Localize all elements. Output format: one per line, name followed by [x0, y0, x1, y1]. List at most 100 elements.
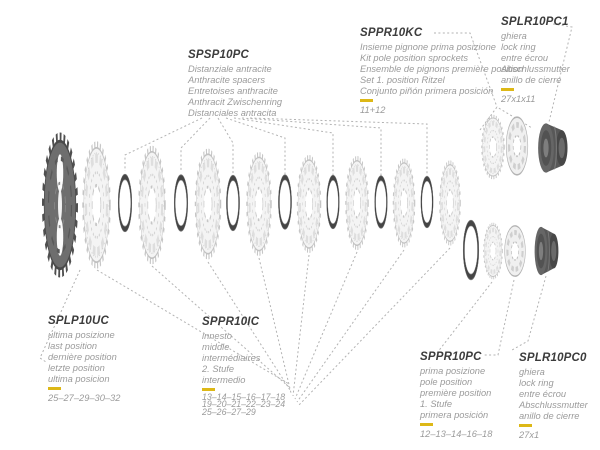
part-desc-en: last position [48, 340, 98, 351]
part-desc-fr: Ensemble de pignons première position [360, 63, 524, 74]
leader-middle-8 [298, 247, 451, 406]
highlight-underline [519, 424, 532, 427]
lock-ring-0 [534, 226, 559, 276]
part-sizes: 13–14–15–16–17–18 19–20–21–22–23–24 25–2… [202, 391, 286, 417]
sprocket-last-position [43, 137, 77, 273]
part-sizes: 27x1 [519, 429, 540, 440]
sprocket-middle-1 [83, 145, 110, 266]
part-desc-it: ghiera [519, 367, 545, 377]
label-splp10uc: SPLP10UC ultima posizione last position … [48, 315, 120, 403]
part-desc-es: anillo de cierre [501, 74, 562, 85]
sprocket-middle-5 [297, 158, 320, 251]
leader-middle-7 [296, 249, 405, 403]
leader-spacer-5 [233, 117, 334, 175]
spacer-ring-3 [226, 175, 239, 230]
part-code: SPPR10KC [360, 27, 423, 39]
part-code: SPLR10PC0 [519, 352, 587, 364]
part-desc-fr: dernière position [48, 351, 117, 362]
leader-middle-4 [258, 257, 292, 394]
part-desc-it: prima posizione [420, 366, 486, 376]
sprocket-middle-3 [195, 151, 220, 256]
part-desc-es: ultima posicion [48, 373, 110, 384]
sprocket-middle-7 [393, 161, 414, 246]
part-code: SPPR10PC [420, 351, 482, 363]
part-desc-it: Distanziale antracite [188, 64, 272, 74]
leader-spacer-1 [124, 117, 203, 171]
part-desc-it: innesto [202, 331, 232, 341]
highlight-underline [360, 99, 373, 102]
spacer-ring-7 [421, 176, 433, 227]
label-sppr10ic: SPPR10IC innesto middle intermédiaires 2… [202, 316, 285, 416]
part-desc-es: primera posición [420, 409, 489, 420]
part-desc-fr: entre écrou [501, 52, 549, 63]
part-desc-fr: première position [420, 387, 492, 398]
part-sizes: 11+12 [360, 104, 386, 115]
part-desc-it: Insieme pignone prima posizione [360, 42, 496, 52]
part-desc-en: Kit pole position sprockets [360, 52, 469, 63]
part-desc-de: Abschlussmutter [519, 399, 588, 410]
part-desc-es: intermedio [202, 374, 246, 385]
part-desc-de: 1. Stufe [420, 398, 453, 409]
spacer-ring-8 [463, 220, 479, 279]
part-desc-de: Set 1. position Ritzel [360, 74, 445, 85]
lock-ring-1 [537, 122, 569, 174]
leader-spacer-2 [180, 117, 211, 172]
leader-kit [434, 32, 498, 108]
spacer-ring-1 [118, 174, 132, 231]
label-splr10pc1: SPLR10PC1 ghiera lock ring entre écrou A… [501, 16, 570, 104]
part-desc-de: Anthracit Zwischenring [188, 96, 283, 107]
part-code: SPLP10UC [48, 315, 110, 327]
leader-first-position-b [484, 279, 515, 356]
part-desc-de: 2. Stufe [202, 363, 235, 374]
leader-kit-bracket [479, 106, 533, 131]
leader-spacer-3 [217, 117, 234, 173]
spacer-ring-6 [375, 176, 388, 228]
part-desc-en: Anthracite spacers [188, 74, 265, 85]
spacer-ring-2 [174, 175, 188, 231]
label-sppr10kc: SPPR10KC Insieme pignone prima posizione… [360, 27, 523, 115]
highlight-underline [420, 423, 433, 426]
part-desc-en: lock ring [501, 41, 536, 52]
leader-middle-5 [292, 254, 310, 397]
leader-first-position-a [436, 281, 493, 354]
part-sizes: 25–27–29–30–32 [48, 392, 121, 403]
part-desc-en: pole position [420, 376, 473, 387]
leader-middle-3 [207, 261, 291, 391]
highlight-underline [501, 88, 514, 91]
sprocket-middle-4 [247, 155, 271, 254]
highlight-underline [48, 387, 61, 390]
part-desc-it: ghiera [501, 31, 527, 41]
part-desc-de: Abschlussmutter [501, 63, 570, 74]
part-desc-fr: entre écrou [519, 388, 567, 399]
spacer-ring-4 [278, 175, 291, 229]
first-position-carrier [505, 226, 526, 276]
label-splr10pc0: SPLR10PC0 ghiera lock ring entre écrou A… [519, 352, 588, 440]
part-desc-it: ultima posizione [48, 330, 115, 340]
part-desc-fr: Entretoises anthracite [188, 85, 278, 96]
part-desc-fr: intermédiaires [202, 352, 261, 363]
part-desc-es: anillo de cierre [519, 410, 580, 421]
first-position-sprocket [484, 224, 503, 278]
leader-last-position [39, 269, 81, 363]
label-sppr10pc: SPPR10PC prima posizione pole position p… [420, 351, 492, 439]
leader-lockring-0 [511, 275, 547, 351]
part-desc-de: letzte position [48, 362, 105, 373]
part-sizes: 12–13–14–16–18 [420, 428, 493, 439]
leader-spacer-4 [225, 117, 286, 174]
part-sizes: 27x1x11 [501, 93, 536, 104]
leader-lockring-1 [548, 23, 573, 123]
leader-middle-1 [96, 269, 290, 385]
spacer-ring-5 [327, 175, 340, 228]
sprocket-middle-2 [139, 149, 165, 262]
part-desc-en: lock ring [519, 377, 554, 388]
part-code: SPLR10PC1 [501, 16, 569, 28]
leader-middle-6 [294, 251, 358, 400]
part-code: SPPR10IC [202, 316, 260, 328]
sprocket-middle-6 [346, 158, 368, 247]
part-code: SPSP10PC [188, 49, 250, 61]
highlight-underline [202, 388, 215, 391]
leader-spacer-7 [249, 117, 428, 177]
kit-sprocket-11 [482, 116, 504, 177]
